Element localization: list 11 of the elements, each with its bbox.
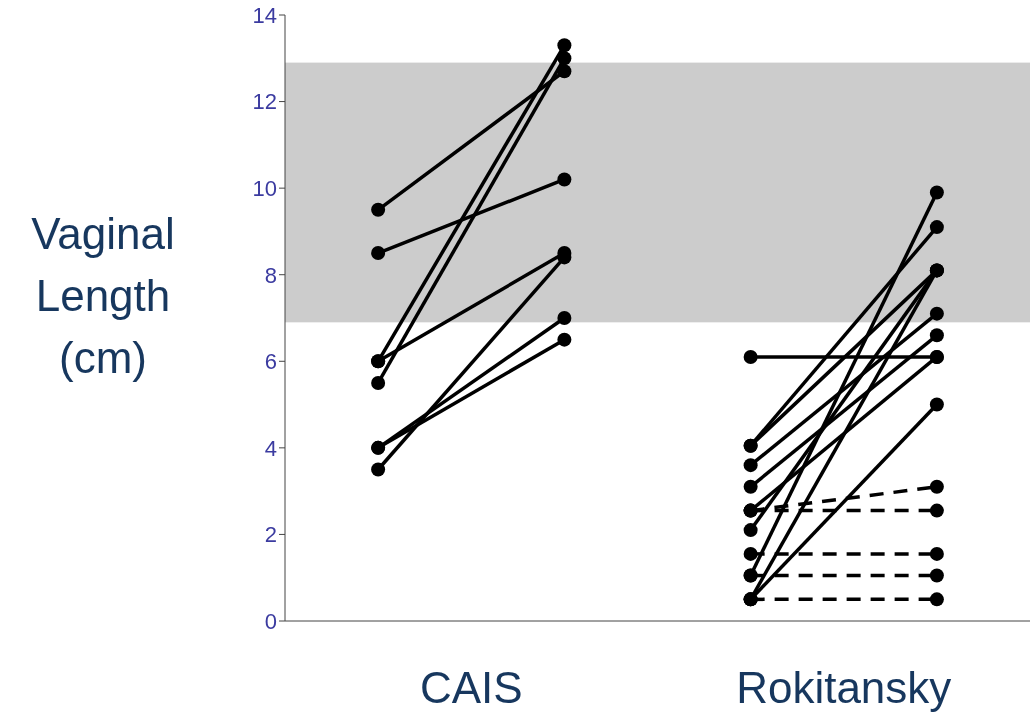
- y-tick-label: 6: [264, 349, 277, 375]
- y-tick-label: 10: [252, 175, 277, 201]
- y-tick-label: 4: [264, 435, 277, 461]
- text: Rokitansky: [735, 663, 953, 713]
- y-tick-label: 0: [264, 608, 277, 634]
- y-tick-label: 14: [252, 2, 277, 28]
- y-tick-label: 8: [264, 262, 277, 288]
- y-tick-label: 12: [252, 89, 277, 115]
- y-tick-label: 2: [264, 522, 277, 548]
- text: CAIS: [418, 663, 524, 713]
- y-axis-title: Vaginal Length (cm): [30, 208, 176, 384]
